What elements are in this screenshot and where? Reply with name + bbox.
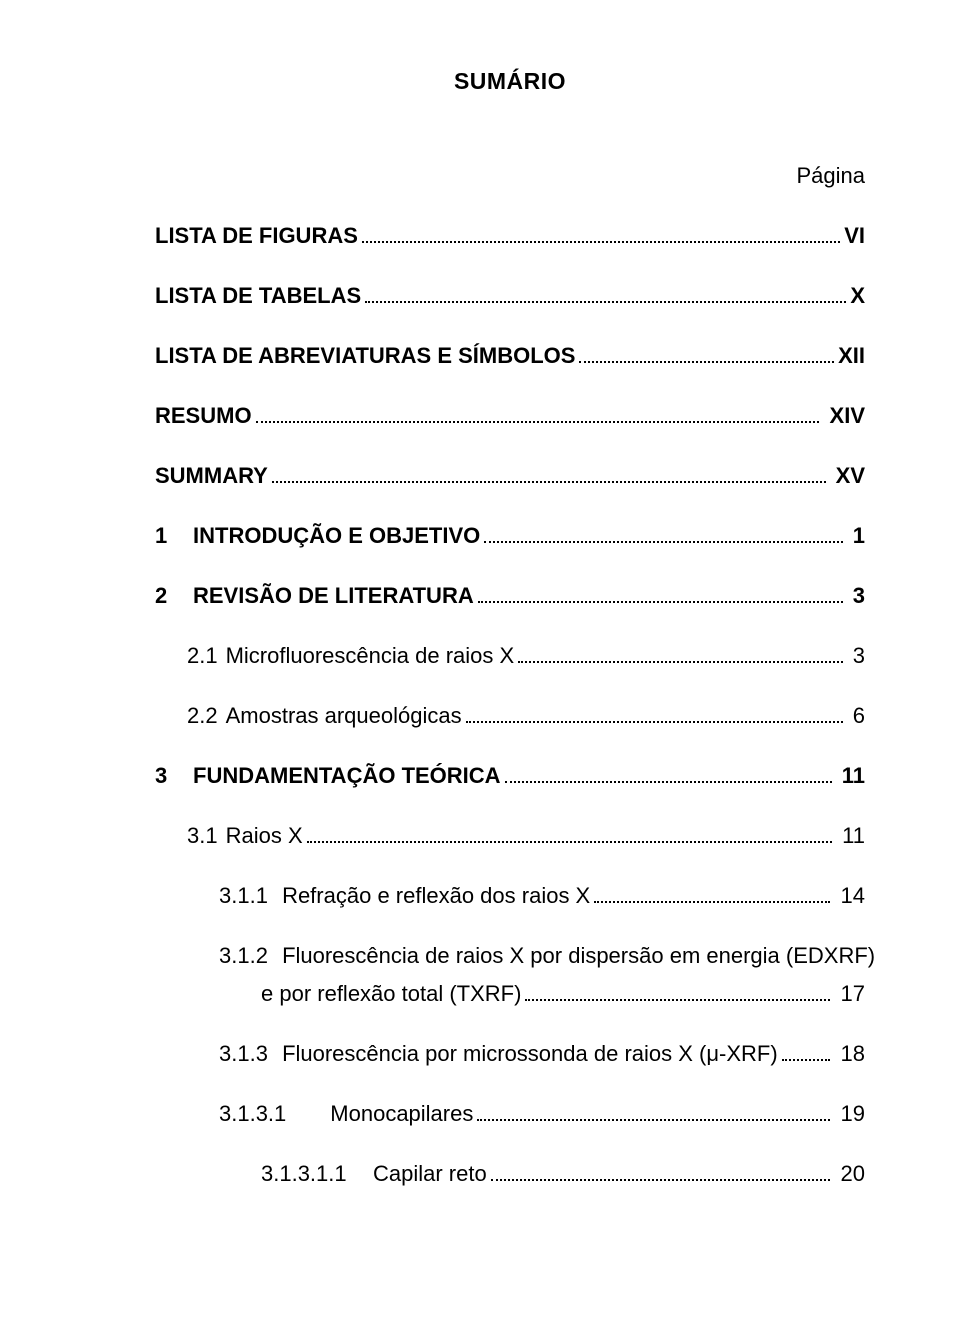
- toc-page: XII: [838, 343, 865, 369]
- toc-label: RESUMO: [155, 403, 252, 429]
- toc-label: FUNDAMENTAÇÃO TEÓRICA: [193, 763, 501, 789]
- toc-entry: 3 FUNDAMENTAÇÃO TEÓRICA 11: [155, 763, 865, 789]
- toc-entry: 2.1Microfluorescência de raios X 3: [155, 643, 865, 669]
- leader: [525, 999, 830, 1001]
- toc-entry: 3.1.2 Fluorescência de raios X por dispe…: [155, 943, 865, 969]
- leader: [518, 661, 842, 663]
- toc-label: LISTA DE ABREVIATURAS E SÍMBOLOS: [155, 343, 575, 369]
- toc-entry: 3.1.3.1.1 Capilar reto 20: [155, 1161, 865, 1187]
- toc-entry: SUMMARY XV: [155, 463, 865, 489]
- leader: [579, 361, 834, 363]
- toc-entry: 3.1Raios X 11: [155, 823, 865, 849]
- page-label: Página: [155, 163, 865, 189]
- toc-page: 6: [847, 703, 865, 729]
- toc-label: 3.1.3.1.1 Capilar reto: [261, 1161, 487, 1187]
- toc-label: 3.1.2 Fluorescência de raios X por dispe…: [219, 943, 875, 969]
- toc-entry: 3.1.3 Fluorescência por microssonda de r…: [155, 1041, 865, 1067]
- leader: [362, 241, 840, 243]
- toc-label: SUMMARY: [155, 463, 268, 489]
- toc-label: 3.1.3.1Monocapilares: [219, 1101, 473, 1127]
- toc-page: 3: [847, 583, 865, 609]
- toc-entry: 1 INTRODUÇÃO E OBJETIVO 1: [155, 523, 865, 549]
- toc-label: INTRODUÇÃO E OBJETIVO: [193, 523, 480, 549]
- toc-entry: 3.1.3.1Monocapilares 19: [155, 1101, 865, 1127]
- toc-entry: 2.2Amostras arqueológicas 6: [155, 703, 865, 729]
- doc-title: SUMÁRIO: [155, 68, 865, 95]
- toc-page: 1: [847, 523, 865, 549]
- toc-label: LISTA DE FIGURAS: [155, 223, 358, 249]
- toc-entry: 3.1.1 Refração e reflexão dos raios X 14: [155, 883, 865, 909]
- toc-page: 14: [834, 883, 865, 909]
- leader: [365, 301, 846, 303]
- toc-label: LISTA DE TABELAS: [155, 283, 361, 309]
- toc-page: 11: [836, 823, 865, 849]
- toc-page: 17: [834, 981, 865, 1007]
- leader: [484, 541, 842, 543]
- leader: [466, 721, 843, 723]
- leader: [782, 1059, 831, 1061]
- toc-page: 18: [834, 1041, 865, 1067]
- leader: [307, 841, 832, 843]
- toc-num: 2: [155, 583, 193, 609]
- toc-label: 3.1.3 Fluorescência por microssonda de r…: [219, 1041, 778, 1067]
- toc-page: XV: [830, 463, 865, 489]
- toc-page: X: [850, 283, 865, 309]
- toc-page: 20: [834, 1161, 865, 1187]
- leader: [272, 481, 826, 483]
- toc-label: 2.2Amostras arqueológicas: [187, 703, 462, 729]
- toc-entry: LISTA DE ABREVIATURAS E SÍMBOLOS XII: [155, 343, 865, 369]
- toc-label: e por reflexão total (TXRF): [261, 981, 521, 1007]
- toc-entry: LISTA DE FIGURAS VI: [155, 223, 865, 249]
- toc-page: XIV: [823, 403, 865, 429]
- toc-page: 11: [836, 763, 865, 789]
- leader: [478, 601, 843, 603]
- toc-num: 3: [155, 763, 193, 789]
- toc-label: 3.1.1 Refração e reflexão dos raios X: [219, 883, 590, 909]
- toc-page: 3: [847, 643, 865, 669]
- leader: [491, 1179, 831, 1181]
- toc-entry-cont: e por reflexão total (TXRF) 17: [155, 981, 865, 1007]
- toc-page: VI: [844, 223, 865, 249]
- leader: [594, 901, 830, 903]
- toc-num: 1: [155, 523, 193, 549]
- leader: [477, 1119, 830, 1121]
- toc-label: 2.1Microfluorescência de raios X: [187, 643, 514, 669]
- toc-label: REVISÃO DE LITERATURA: [193, 583, 474, 609]
- toc-label: 3.1Raios X: [187, 823, 303, 849]
- toc-page: 19: [834, 1101, 865, 1127]
- toc-entry: LISTA DE TABELAS X: [155, 283, 865, 309]
- leader: [505, 781, 832, 783]
- toc-entry: RESUMO XIV: [155, 403, 865, 429]
- leader: [256, 421, 820, 423]
- toc-entry: 2 REVISÃO DE LITERATURA 3: [155, 583, 865, 609]
